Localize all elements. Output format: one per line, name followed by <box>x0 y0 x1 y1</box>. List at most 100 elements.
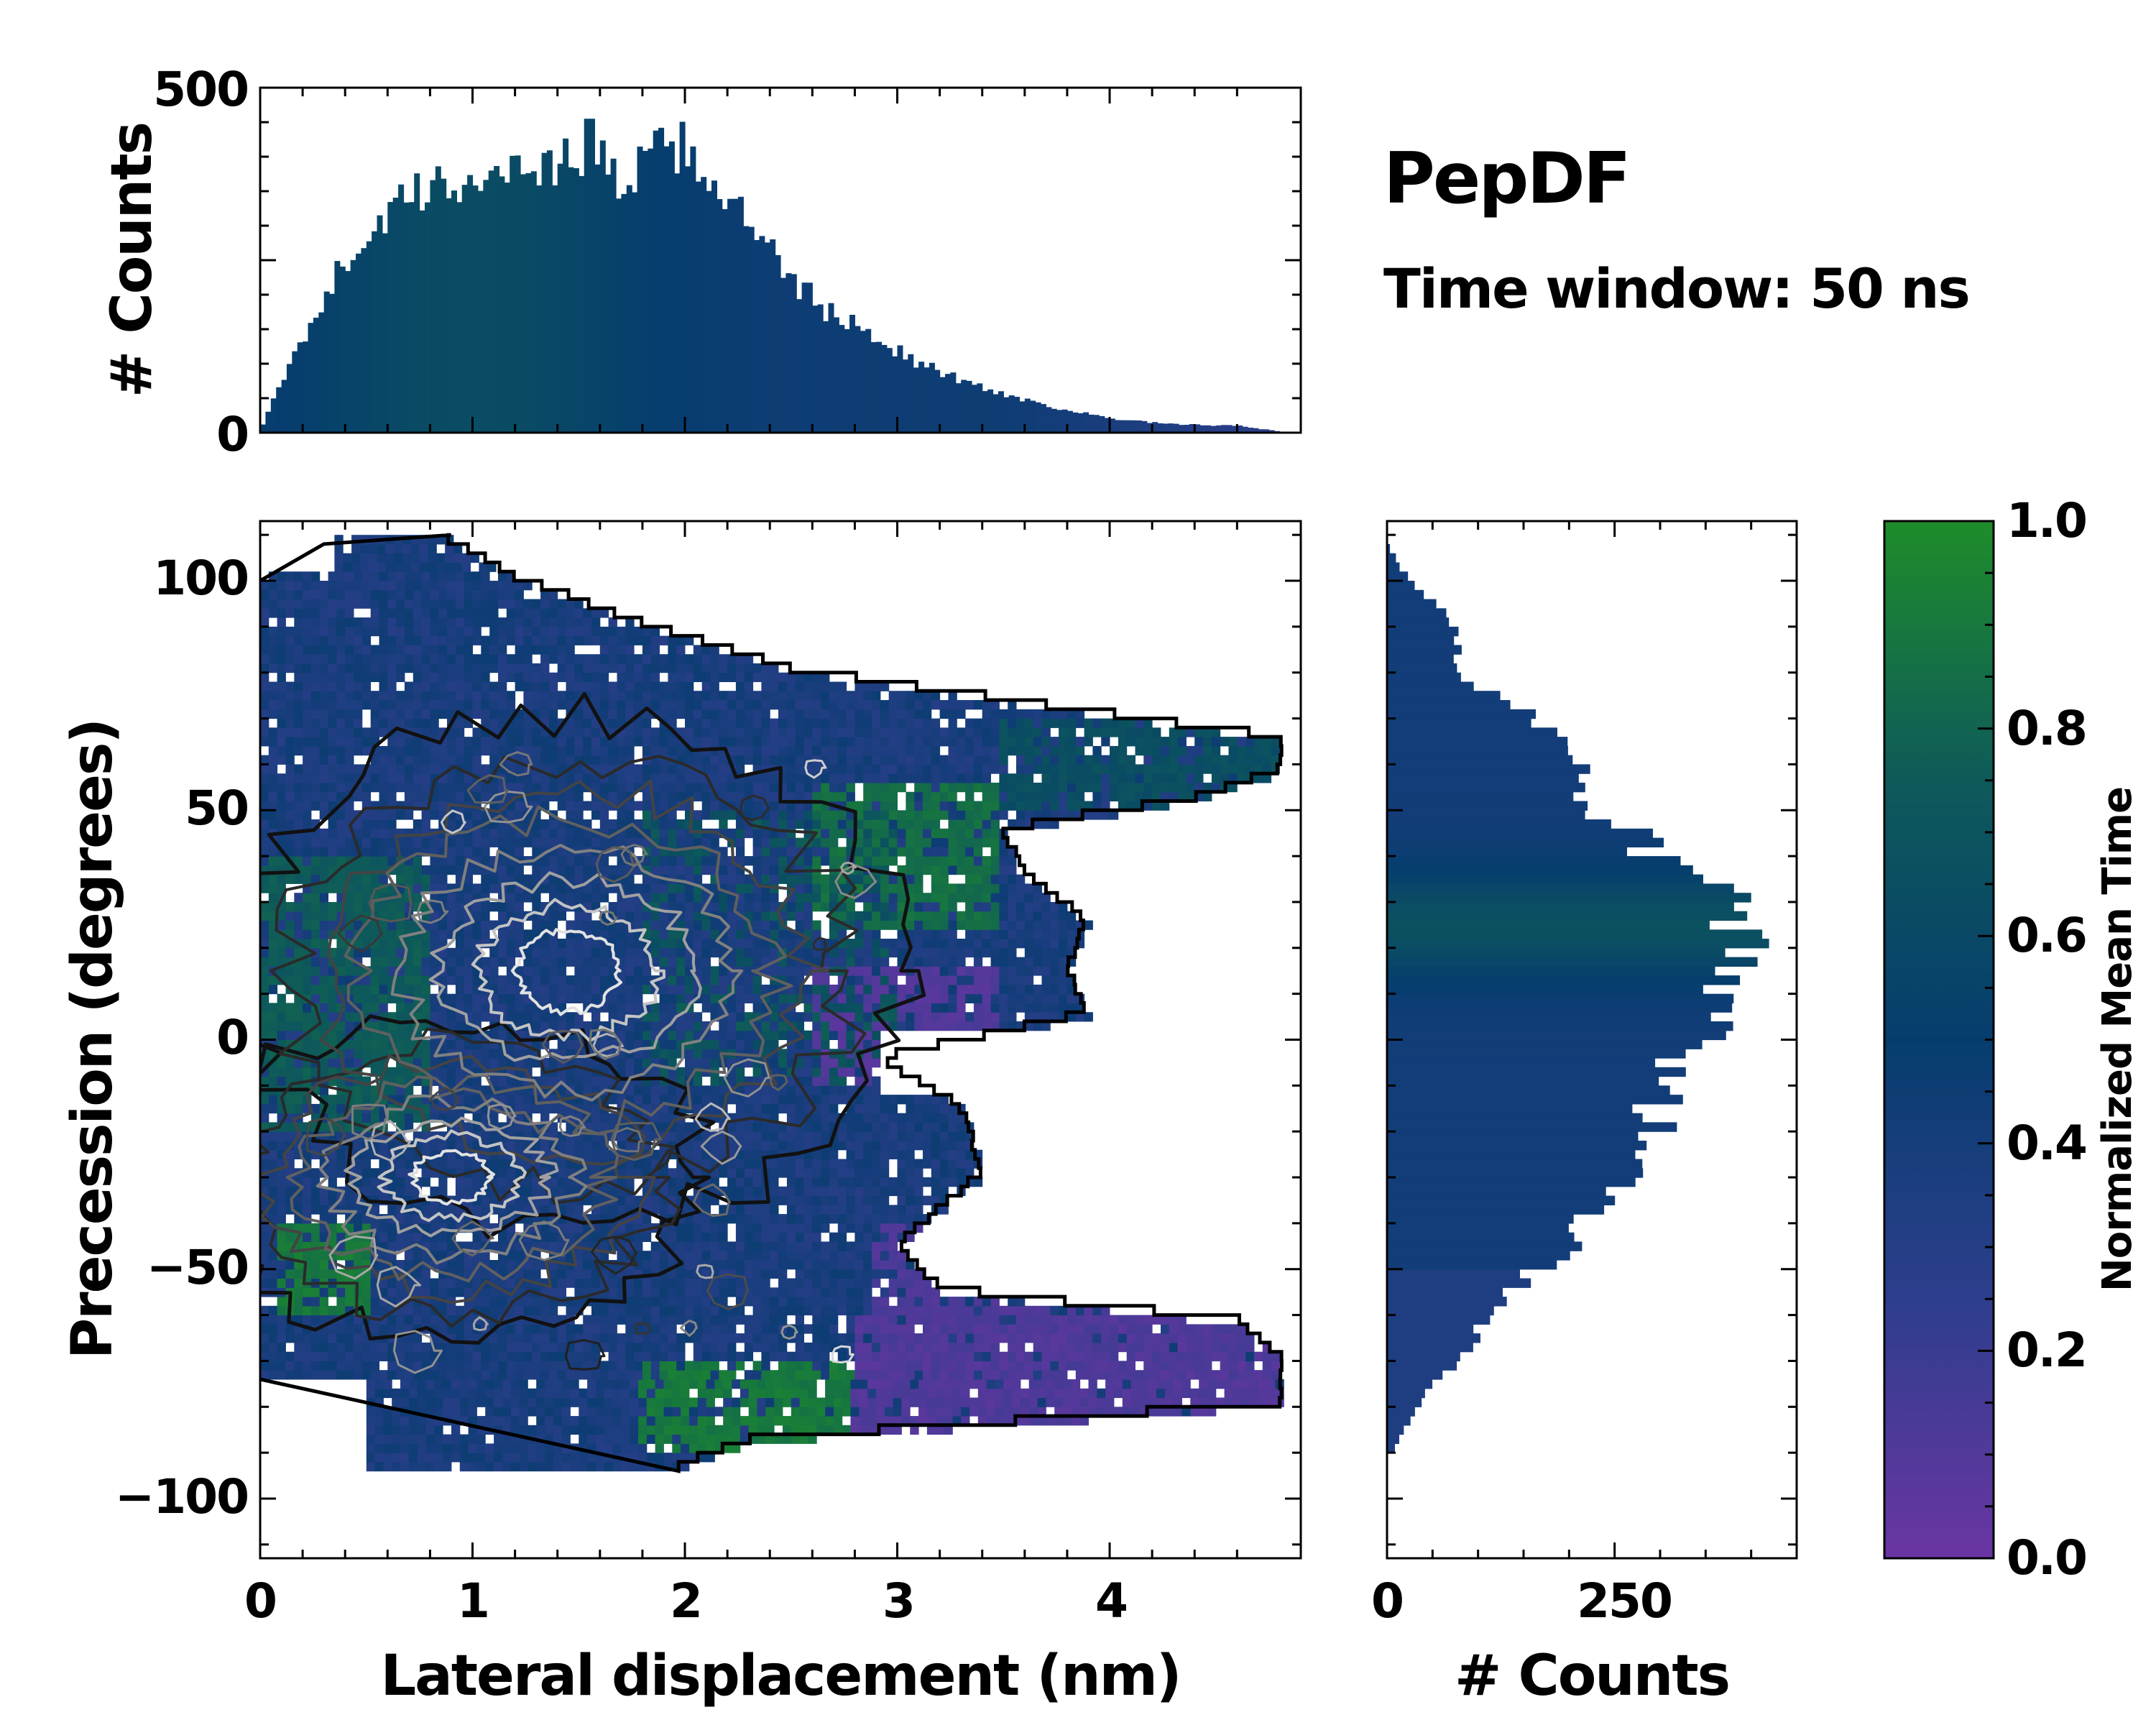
heatmap-cell <box>1059 1315 1068 1325</box>
heatmap-cell <box>455 1012 465 1022</box>
heatmap-cell <box>553 1416 563 1426</box>
heatmap-cell <box>1186 1351 1195 1361</box>
heatmap-cell <box>676 984 686 995</box>
heatmap-cell <box>803 1067 813 1077</box>
top-hist-bar <box>754 240 760 433</box>
heatmap-cell <box>685 1278 694 1288</box>
heatmap-cell <box>510 1416 520 1426</box>
heatmap-cell <box>744 1030 754 1040</box>
heatmap-cell <box>897 1113 906 1123</box>
heatmap-cell <box>443 1388 452 1399</box>
heatmap-cell <box>918 1388 928 1399</box>
heatmap-cell <box>727 1260 737 1270</box>
heatmap-cell <box>608 1113 617 1123</box>
heatmap-cell <box>1262 1370 1272 1380</box>
heatmap-cell <box>884 1388 894 1399</box>
heatmap-cell <box>1059 993 1068 1003</box>
heatmap-cell <box>489 1049 499 1059</box>
heatmap-cell <box>1088 1407 1097 1417</box>
heatmap-cell <box>438 1251 448 1261</box>
heatmap-cell <box>310 1260 321 1270</box>
heatmap-cell <box>260 1361 270 1371</box>
heatmap-cell <box>1186 1342 1195 1353</box>
heatmap-cell <box>268 1361 278 1371</box>
heatmap-cell <box>854 1324 864 1334</box>
heatmap-cell <box>837 1141 847 1151</box>
heatmap-cell <box>931 1012 941 1022</box>
heatmap-cell <box>948 966 957 976</box>
heatmap-cell <box>770 1205 779 1215</box>
heatmap-cell <box>906 1168 915 1178</box>
top-hist-bar <box>1115 420 1121 433</box>
heatmap-cell <box>361 1351 372 1361</box>
top-hist-bar <box>584 119 590 433</box>
heatmap-cell <box>464 1260 473 1270</box>
heatmap-cell <box>396 1214 405 1224</box>
heatmap-cell <box>1110 1324 1119 1334</box>
heatmap-cell <box>1024 1351 1034 1361</box>
heatmap-cell <box>354 1361 363 1371</box>
heatmap-cell <box>744 1103 754 1114</box>
heatmap-cell <box>625 1241 635 1251</box>
heatmap-cell <box>846 984 855 995</box>
heatmap-cell <box>260 947 270 958</box>
heatmap-cell <box>935 1379 944 1389</box>
heatmap-cell <box>277 1260 286 1270</box>
heatmap-cell <box>421 957 430 967</box>
heatmap-cell <box>672 1388 681 1399</box>
top-hist-bar <box>918 362 925 433</box>
heatmap-cell <box>837 957 847 967</box>
heatmap-cell <box>812 1241 821 1251</box>
heatmap-cell <box>413 984 423 995</box>
heatmap-cell <box>515 1049 524 1059</box>
heatmap-cell <box>795 966 804 976</box>
heatmap-cell <box>939 1186 949 1197</box>
heatmap-cell <box>519 1397 528 1407</box>
heatmap-cell <box>783 1425 792 1435</box>
heatmap-cell <box>268 1021 278 1031</box>
heatmap-cell <box>447 966 456 976</box>
heatmap-cell <box>1067 1351 1077 1361</box>
heatmap-cell <box>1118 1361 1128 1371</box>
heatmap-cell <box>617 1131 626 1141</box>
heatmap-cell <box>260 1012 270 1022</box>
heatmap-cell <box>285 1186 295 1197</box>
heatmap-cell <box>957 1168 966 1178</box>
top-hist-bar <box>987 389 994 433</box>
heatmap-cell <box>447 1315 456 1325</box>
heatmap-cell <box>914 1195 923 1205</box>
heatmap-cell <box>1194 1342 1204 1353</box>
top-hist-bar <box>488 170 494 433</box>
heatmap-cell <box>663 1407 673 1417</box>
heatmap-cell <box>532 957 541 967</box>
heatmap-cell <box>591 975 601 985</box>
heatmap-cell <box>455 1287 465 1297</box>
heatmap-cell <box>821 1361 830 1371</box>
heatmap-cell <box>489 1370 499 1380</box>
heatmap-cell <box>545 1461 554 1472</box>
heatmap-cell <box>566 1205 575 1215</box>
heatmap-cell <box>761 1278 770 1288</box>
heatmap-cell <box>634 1278 643 1288</box>
heatmap-cell <box>277 1177 286 1187</box>
heatmap-cell <box>489 957 499 967</box>
heatmap-cell <box>574 1351 584 1361</box>
heatmap-cell <box>379 1223 388 1233</box>
heatmap-cell <box>574 957 584 967</box>
heatmap-cell <box>842 1397 851 1407</box>
heatmap-cell <box>880 957 890 967</box>
heatmap-cell <box>277 1342 286 1353</box>
heatmap-cell <box>727 1122 737 1132</box>
heatmap-cell <box>268 1095 278 1105</box>
heatmap-cell <box>803 1361 813 1371</box>
heatmap-cell <box>786 1195 796 1205</box>
heatmap-cell <box>1020 1388 1030 1399</box>
heatmap-cell <box>752 993 762 1003</box>
heatmap-cell <box>842 1425 851 1435</box>
heatmap-cell <box>464 1315 473 1325</box>
heatmap-cell <box>379 1251 388 1261</box>
heatmap-cell <box>676 1315 686 1325</box>
heatmap-cell <box>557 1168 566 1178</box>
heatmap-cell <box>608 1012 617 1022</box>
heatmap-cell <box>714 1425 724 1435</box>
